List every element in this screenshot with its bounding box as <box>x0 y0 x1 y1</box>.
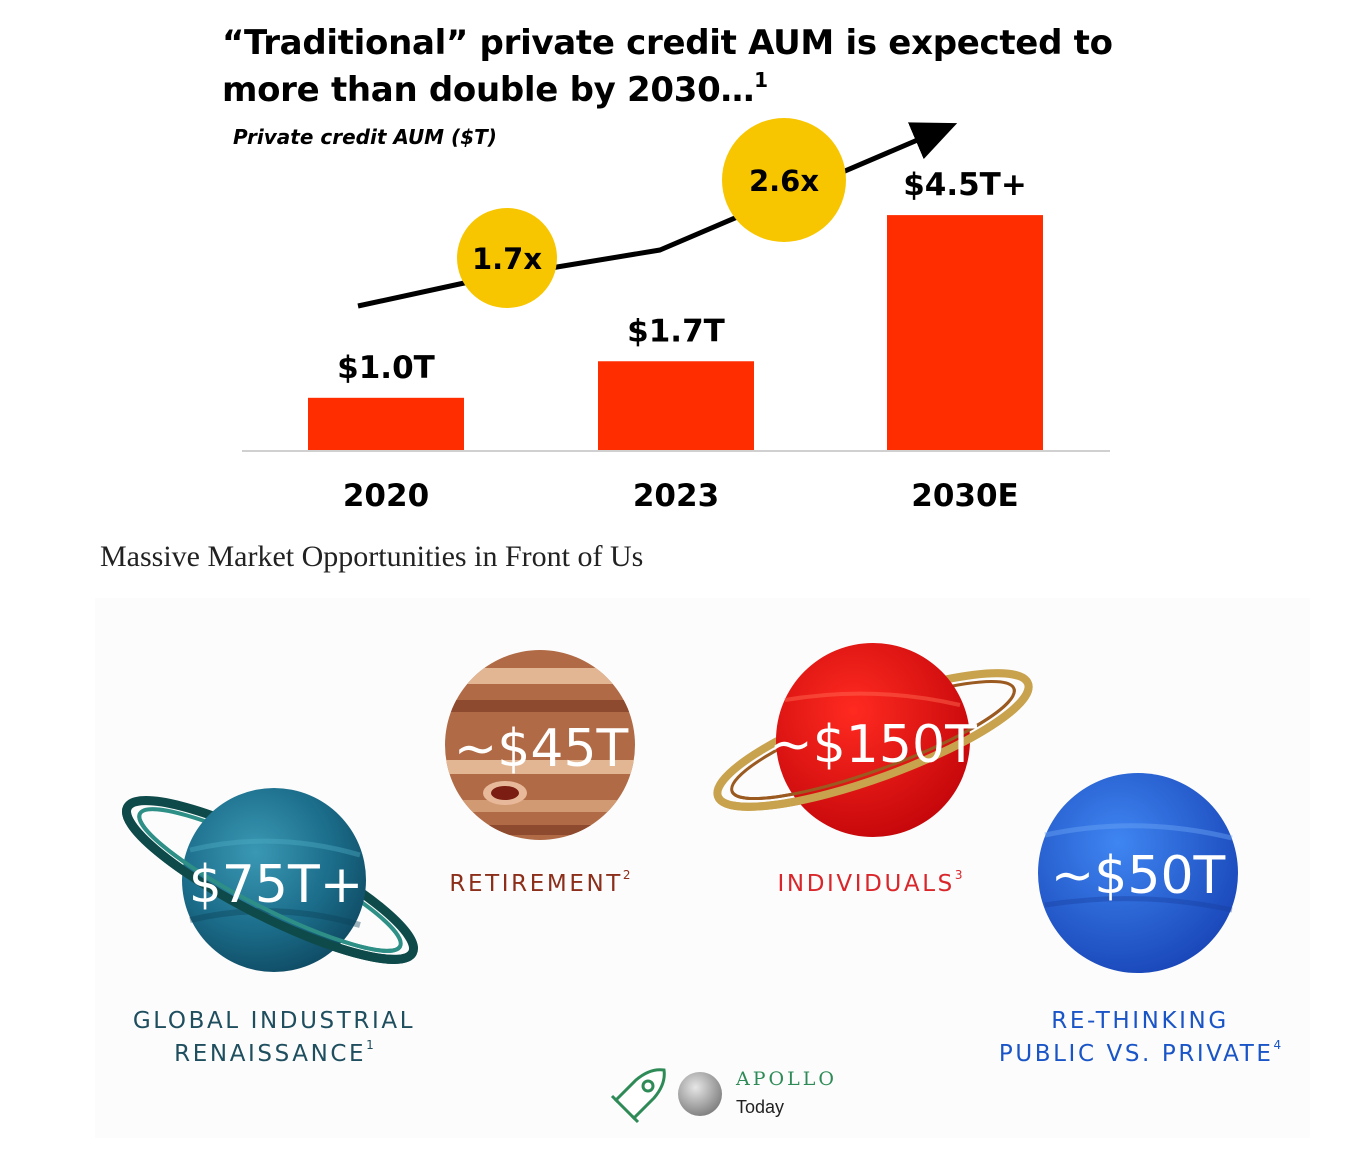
label-retirement-footnote: 2 <box>622 868 631 882</box>
bar-2030E <box>887 215 1043 450</box>
label-public-private-line2-wrap: PUBLIC VS. PRIVATE4 <box>980 1038 1300 1071</box>
planet-individuals-value: ~$150T <box>769 715 977 775</box>
growth-callout-circle <box>722 118 846 242</box>
label-industrial-line2-wrap: RENAISSANCE1 <box>104 1038 444 1071</box>
data-label-2023: $1.7T <box>627 313 725 349</box>
label-retirement: RETIREMENT2 <box>420 868 660 901</box>
label-retirement-text: RETIREMENT <box>449 871 623 897</box>
planet-industrial-value: $75T+ <box>189 855 364 915</box>
growth-callout-circle <box>457 208 557 308</box>
planet-retirement <box>445 650 635 840</box>
planet-individuals <box>713 643 1033 837</box>
opportunities-title: Massive Market Opportunities in Front of… <box>100 540 644 573</box>
data-label-2020: $1.0T <box>337 350 435 386</box>
label-public-private: RE-THINKING PUBLIC VS. PRIVATE4 <box>980 1005 1300 1071</box>
chart-title: “Traditional” private credit AUM is expe… <box>222 20 1222 114</box>
x-tick-2030E: 2030E <box>911 478 1018 514</box>
chart-title-line1: “Traditional” private credit AUM is expe… <box>222 23 1113 63</box>
planet-industrial <box>122 788 418 972</box>
x-tick-2020: 2020 <box>343 478 429 514</box>
label-individuals-footnote: 3 <box>954 868 963 882</box>
chart-subtitle: Private credit AUM ($T) <box>233 125 497 149</box>
x-tick-2023: 2023 <box>633 478 719 514</box>
label-individuals: INDIVIDUALS3 <box>745 868 995 901</box>
data-label-2030E: $4.5T+ <box>903 167 1027 203</box>
rocket-icon <box>610 1068 666 1124</box>
planet-retirement-value: ~$45T <box>454 719 629 779</box>
planet-public-private <box>1038 773 1238 973</box>
growth-callout-label: 1.7x <box>472 242 542 276</box>
moon-icon <box>678 1072 722 1116</box>
brand-name: APOLLO <box>736 1068 837 1090</box>
label-public-private-line2: PUBLIC VS. PRIVATE <box>998 1041 1274 1067</box>
growth-callout-label: 2.6x <box>749 164 819 198</box>
label-industrial-line2: RENAISSANCE <box>174 1041 367 1067</box>
bar-chart: $1.0T 2020 $1.7T 2023 $4.5T+ 2030E 1.7x 2.6x <box>242 118 1110 514</box>
planet-public-private-value: ~$50T <box>1051 846 1226 906</box>
label-individuals-text: INDIVIDUALS <box>777 871 955 897</box>
label-industrial: GLOBAL INDUSTRIAL RENAISSANCE1 <box>104 1005 444 1071</box>
bar-2023 <box>598 361 754 450</box>
bar-2020 <box>308 397 464 450</box>
chart-title-footnote: 1 <box>754 68 768 92</box>
label-public-private-line1: RE-THINKING <box>1051 1008 1229 1034</box>
brand-sub: Today <box>736 1097 785 1117</box>
label-public-private-footnote: 4 <box>1273 1038 1282 1052</box>
chart-title-line2-text: more than double by 2030… <box>222 70 755 110</box>
chart-title-line2: more than double by 2030…1 <box>222 67 1222 114</box>
label-industrial-line1: GLOBAL INDUSTRIAL <box>132 1008 416 1034</box>
label-industrial-footnote: 1 <box>366 1038 374 1052</box>
